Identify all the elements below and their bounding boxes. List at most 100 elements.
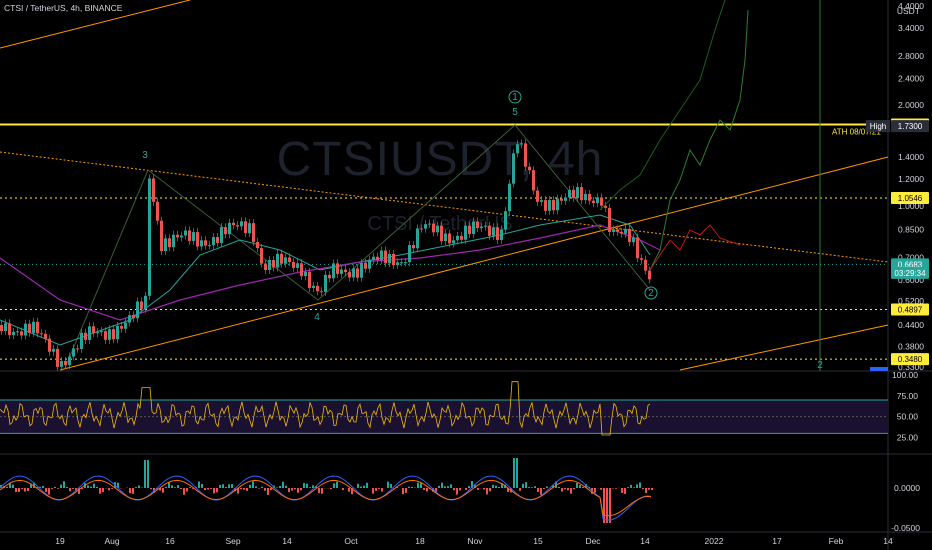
candle-body bbox=[572, 189, 575, 198]
candle-body bbox=[604, 205, 607, 208]
candle-body bbox=[616, 229, 619, 232]
macd-hist bbox=[312, 485, 314, 488]
macd-hist bbox=[612, 488, 614, 489]
projections bbox=[599, 0, 749, 271]
candle-body bbox=[88, 326, 91, 340]
macd-hist bbox=[363, 485, 365, 488]
candle-body bbox=[204, 240, 207, 246]
candle-body bbox=[400, 262, 403, 264]
price-axis[interactable]: 4.4000 USDT 3.4000 2.8000 2.4000 2.0000 1.40… bbox=[866, 1, 929, 372]
bull-projection bbox=[649, 9, 749, 271]
macd-hist bbox=[621, 488, 623, 493]
candle-body bbox=[440, 225, 443, 242]
candle-body bbox=[408, 245, 411, 263]
time-label: 14 bbox=[282, 536, 292, 546]
candle-body bbox=[392, 253, 395, 266]
macd-hist bbox=[33, 482, 35, 488]
candle-body bbox=[96, 332, 99, 334]
signal-line bbox=[0, 479, 652, 517]
time-label: Dec bbox=[585, 536, 601, 546]
candle-body bbox=[200, 240, 203, 247]
candle-body bbox=[316, 285, 319, 292]
macd-hist bbox=[606, 488, 608, 523]
candle-body bbox=[520, 143, 523, 145]
candle-body bbox=[16, 331, 19, 333]
candle-body bbox=[636, 237, 639, 259]
macd-hist bbox=[564, 488, 566, 490]
macd-hist bbox=[489, 488, 491, 492]
candle-body bbox=[528, 166, 531, 171]
macd-hist bbox=[81, 488, 83, 490]
macd-hist bbox=[477, 488, 479, 490]
macd-hist bbox=[69, 488, 71, 492]
time-axis[interactable]: 19 Aug 16 Sep 14 Oct 18 Nov 15 Dec 14 2022 17 Feb 14 bbox=[55, 536, 893, 546]
macd-hist bbox=[420, 482, 422, 488]
ath-label: ATH 08/07/21 bbox=[832, 128, 881, 137]
price-tick-label: 0.3800 bbox=[898, 341, 924, 351]
moving-averages bbox=[0, 214, 661, 346]
macd-hist bbox=[540, 488, 542, 495]
macd-axis: 0.0000 -0.0500 bbox=[891, 483, 920, 533]
candle-body bbox=[208, 245, 211, 247]
wave-path bbox=[64, 124, 651, 369]
macd-hist bbox=[255, 486, 257, 488]
candle-body bbox=[24, 323, 27, 336]
macd-hist bbox=[648, 488, 650, 490]
candle-body bbox=[72, 348, 75, 357]
candle-body bbox=[568, 189, 571, 198]
macd-hist bbox=[651, 488, 653, 490]
macd-hist bbox=[600, 488, 602, 490]
rsi-pane bbox=[0, 381, 888, 436]
macd-hist bbox=[225, 487, 227, 488]
macd-hist bbox=[639, 482, 641, 488]
macd-hist bbox=[453, 488, 455, 491]
macd-hist bbox=[471, 481, 473, 488]
macd-hist bbox=[15, 488, 17, 492]
high-label: High bbox=[870, 122, 886, 131]
candle-body bbox=[312, 285, 315, 288]
macd-hist bbox=[585, 483, 587, 488]
macd-hist bbox=[456, 488, 458, 495]
candle-body bbox=[468, 225, 471, 235]
macd-hist bbox=[435, 488, 437, 493]
candle-body bbox=[544, 200, 547, 211]
macd-hist bbox=[513, 458, 515, 488]
time-label: 17 bbox=[772, 536, 782, 546]
macd-hist bbox=[117, 482, 119, 488]
watermark: CTSIUSDT, 4h CTSI / TetherUS bbox=[277, 133, 603, 235]
macd-hist bbox=[318, 488, 320, 494]
candle-body bbox=[12, 331, 15, 336]
macd-hist bbox=[303, 483, 305, 488]
macd-hist bbox=[183, 488, 185, 495]
macd-hist bbox=[168, 481, 170, 488]
macd-hist bbox=[441, 482, 443, 488]
macd-hist bbox=[51, 488, 53, 489]
macd-tick-label: 0.0000 bbox=[894, 483, 920, 493]
wave-label-circle bbox=[644, 286, 658, 300]
macd-hist bbox=[576, 482, 578, 488]
candle-body bbox=[60, 360, 63, 367]
candle-body bbox=[480, 226, 483, 229]
candle-body bbox=[160, 220, 163, 252]
price-axis-top: 4.4000 bbox=[898, 1, 924, 11]
price-tag: 1.7300 bbox=[898, 122, 923, 131]
macd-hist bbox=[12, 484, 14, 488]
candle-body bbox=[332, 263, 335, 279]
macd-hist bbox=[198, 481, 200, 488]
wave-label: 2 bbox=[817, 360, 823, 371]
candle-body bbox=[124, 322, 127, 329]
price-tag: 03:29:34 bbox=[894, 269, 926, 278]
candle-body bbox=[240, 221, 243, 227]
price-tag: 0.6683 bbox=[898, 260, 923, 269]
macd-hist bbox=[285, 485, 287, 488]
high-label-bg bbox=[866, 120, 890, 133]
candle-body bbox=[136, 301, 139, 319]
macd-hist bbox=[498, 486, 500, 488]
macd-hist bbox=[522, 483, 524, 488]
macd-hist bbox=[171, 485, 173, 488]
macd-hist bbox=[291, 488, 293, 491]
macd-hist bbox=[645, 488, 647, 494]
candle-body bbox=[612, 229, 615, 232]
